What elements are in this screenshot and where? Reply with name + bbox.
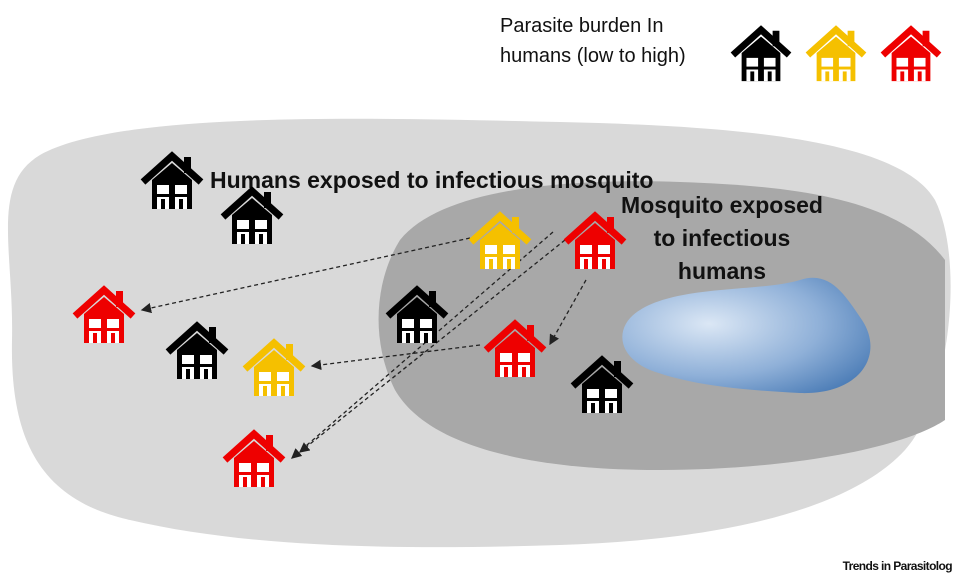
house-icon xyxy=(733,30,789,81)
diagram: Parasite burden In humans (low to high) … xyxy=(0,0,954,577)
legend-title: humans (low to high) xyxy=(500,45,686,67)
legend-title: Parasite burden In xyxy=(500,15,663,37)
footer: Trends in Parasitolog xyxy=(843,559,953,573)
house-icon xyxy=(808,30,864,81)
region-label: humans xyxy=(678,258,766,284)
region-label: Humans exposed to infectious mosquito xyxy=(210,167,653,193)
region-label: to infectious xyxy=(654,225,791,251)
house-icon xyxy=(883,30,939,81)
region-label: Mosquito exposed xyxy=(621,192,823,218)
page: Parasite burden In humans (low to high) … xyxy=(0,0,954,577)
